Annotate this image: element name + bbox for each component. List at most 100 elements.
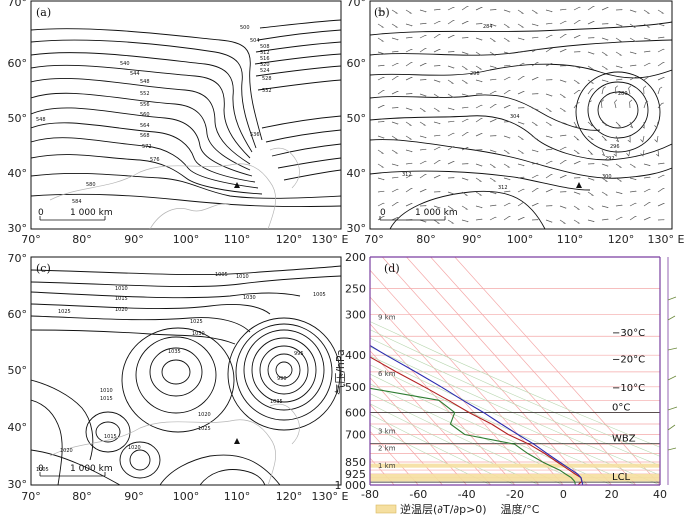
wind-barb-icon bbox=[517, 50, 525, 53]
wind-barb-icon bbox=[559, 34, 567, 39]
wind-barb-icon bbox=[419, 160, 427, 165]
wind-barb-icon bbox=[377, 76, 385, 81]
height-contour bbox=[261, 115, 341, 129]
wind-barb-icon bbox=[475, 23, 483, 25]
lat-tick: 70° bbox=[347, 0, 367, 9]
wind-barb-icon bbox=[517, 188, 525, 193]
wind-barb-icon bbox=[475, 104, 483, 109]
wind-barb-icon bbox=[475, 79, 483, 83]
isotherm-gridline bbox=[370, 350, 492, 485]
contour-label: 576 bbox=[150, 157, 160, 163]
pressure-tick: 250 bbox=[345, 283, 366, 296]
wind-barb-icon bbox=[447, 35, 455, 39]
panel-c-frame bbox=[30, 256, 342, 486]
wind-barb-icon bbox=[615, 65, 623, 69]
temperature-ticks: -80 -60 -40 -20 0 20 40 bbox=[361, 488, 667, 501]
contour-label: 524 bbox=[260, 68, 270, 74]
wind-barb-icon bbox=[517, 23, 525, 28]
wind-barb-icon bbox=[377, 135, 385, 139]
isobar bbox=[199, 469, 266, 485]
wind-barb-icon bbox=[531, 9, 539, 14]
level-label: −30°C bbox=[612, 328, 645, 339]
wind-barb-icon bbox=[391, 163, 399, 167]
wind-barb-icon bbox=[545, 219, 553, 223]
wind-barb-icon bbox=[643, 37, 651, 41]
isobar bbox=[31, 275, 341, 288]
scale-zero-label: 0 bbox=[38, 208, 44, 218]
wind-barb-icon bbox=[447, 205, 455, 210]
wind-barb-icon bbox=[405, 162, 413, 165]
lon-tick: 70° bbox=[364, 233, 384, 246]
contour-label: 990 bbox=[277, 376, 287, 382]
lon-tick: 80° bbox=[72, 233, 92, 246]
wind-barb-icon bbox=[601, 51, 609, 56]
wind-barb-icon bbox=[489, 9, 497, 11]
wind-barb-icon bbox=[657, 36, 665, 39]
height-contour bbox=[31, 78, 251, 165]
wind-barb-icon bbox=[601, 163, 609, 167]
wind-barb-icon bbox=[517, 135, 525, 140]
border-line bbox=[149, 203, 231, 229]
lat-tick: 60° bbox=[8, 57, 28, 70]
contour-label: 280 bbox=[618, 91, 628, 97]
level-label: LCL bbox=[612, 472, 631, 483]
wind-barb-icon bbox=[545, 135, 553, 139]
wind-barb-icon bbox=[489, 78, 497, 81]
wind-barb-icon bbox=[503, 216, 511, 221]
wind-barb-icon bbox=[461, 219, 469, 223]
wind-barb-icon bbox=[545, 121, 553, 126]
wind-barb-icon bbox=[377, 51, 385, 55]
wind-barb-icon bbox=[601, 121, 609, 126]
wind-barb-icon bbox=[377, 121, 385, 123]
wind-barb-icon bbox=[545, 34, 553, 39]
panel-a-contour-labels: 500 504 508 512 516 520 524 528 532 536 … bbox=[36, 25, 272, 205]
temperature-tick: -40 bbox=[458, 488, 476, 501]
wind-barb-icon bbox=[405, 36, 413, 39]
wind-barb-icon bbox=[447, 93, 455, 98]
wind-barb-icon bbox=[629, 177, 637, 181]
height-contour bbox=[31, 154, 263, 195]
height-contour bbox=[31, 193, 341, 207]
lat-tick: 40° bbox=[8, 167, 28, 180]
border-line bbox=[269, 147, 300, 189]
wind-barb-icon bbox=[643, 100, 649, 109]
wind-barb-icon bbox=[573, 65, 581, 69]
contour-label: 1025 bbox=[58, 309, 71, 315]
wind-barb-icon bbox=[503, 163, 511, 168]
wind-barb-icon bbox=[601, 135, 608, 141]
wind-barb-icon bbox=[629, 99, 633, 109]
wind-barb-icon bbox=[531, 36, 539, 39]
lat-tick: 60° bbox=[347, 57, 367, 70]
panel-b-contours bbox=[370, 21, 672, 229]
contour-label: 1010 bbox=[236, 274, 249, 280]
wind-barb-icon bbox=[517, 202, 525, 207]
wind-barb-icon bbox=[447, 219, 455, 224]
wind-barb-icon bbox=[433, 65, 441, 67]
height-label: 3 km bbox=[378, 427, 396, 435]
level-label: WBZ bbox=[612, 433, 636, 444]
wind-barb-icon bbox=[489, 65, 497, 69]
height-contour bbox=[31, 172, 341, 199]
wind-barb-icon bbox=[489, 23, 497, 27]
panel-a-label: (a) bbox=[36, 6, 51, 19]
wind-barb-icon bbox=[601, 37, 609, 41]
wind-barb-icon bbox=[433, 79, 441, 83]
wind-barb-icon bbox=[559, 121, 567, 125]
contour-label: 584 bbox=[72, 199, 82, 205]
wind-barb-icon bbox=[503, 9, 511, 13]
wind-barb-icon bbox=[419, 48, 427, 53]
wind-barb-icon bbox=[573, 6, 581, 11]
panel-c-scale-bar: 0 1 000 km bbox=[38, 464, 113, 477]
wind-barb-icon bbox=[559, 107, 567, 112]
contour-label: 1015 bbox=[100, 396, 113, 402]
wind-barb-icon bbox=[461, 118, 469, 123]
isotherm-gridline bbox=[382, 257, 588, 485]
panel-d-label: (d) bbox=[384, 262, 400, 275]
isobar bbox=[259, 345, 309, 395]
contour-label: 1005 bbox=[313, 292, 326, 298]
isobar bbox=[31, 315, 251, 333]
wind-barb-icon bbox=[531, 121, 539, 126]
x-axis-label: 温度/°C bbox=[501, 502, 540, 516]
dry-adiabat bbox=[370, 393, 564, 485]
wind-barb-icon bbox=[545, 174, 553, 179]
